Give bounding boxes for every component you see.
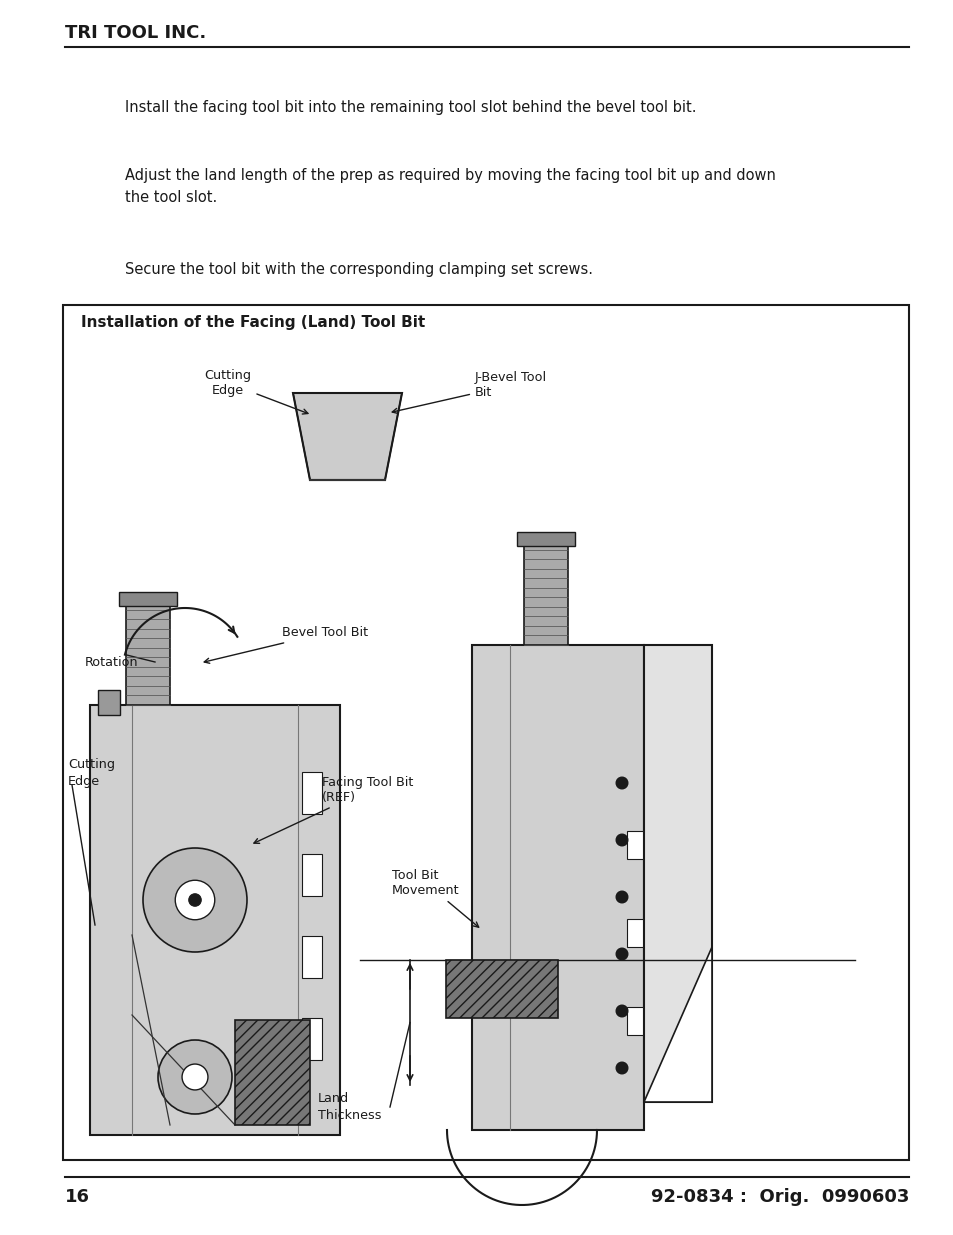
Text: Bevel Tool Bit: Bevel Tool Bit: [204, 626, 368, 663]
Text: Cutting
Edge: Cutting Edge: [68, 758, 115, 788]
Bar: [446, 960, 558, 1018]
Text: J-Bevel Tool
Bit: J-Bevel Tool Bit: [392, 370, 547, 414]
Text: Cutting
Edge: Cutting Edge: [204, 369, 308, 414]
Circle shape: [616, 948, 627, 960]
Bar: [126, 600, 170, 705]
Text: Adjust the land length of the prep as required by moving the facing tool bit up : Adjust the land length of the prep as re…: [125, 168, 775, 205]
Bar: [472, 645, 643, 1130]
Circle shape: [158, 1040, 232, 1114]
Bar: [234, 1020, 310, 1125]
Bar: [119, 592, 177, 606]
Text: 92-0834 :  Orig.  0990603: 92-0834 : Orig. 0990603: [650, 1188, 908, 1207]
Text: Secure the tool bit with the corresponding clamping set screws.: Secure the tool bit with the correspondi…: [125, 262, 593, 277]
Text: 16: 16: [65, 1188, 90, 1207]
Circle shape: [182, 1065, 208, 1091]
Bar: [63, 305, 908, 1160]
Circle shape: [143, 848, 247, 952]
Bar: [90, 705, 339, 1135]
Polygon shape: [293, 393, 401, 480]
Polygon shape: [643, 947, 711, 1102]
Text: Land
Thickness: Land Thickness: [317, 1092, 381, 1123]
Text: Installation of the Facing (Land) Tool Bit: Installation of the Facing (Land) Tool B…: [81, 315, 425, 330]
Circle shape: [616, 777, 627, 789]
Bar: [302, 853, 322, 897]
Bar: [643, 645, 711, 1102]
Bar: [302, 772, 322, 814]
Bar: [626, 1007, 642, 1035]
Circle shape: [616, 1062, 627, 1073]
Bar: [523, 540, 567, 645]
Circle shape: [175, 881, 214, 920]
Bar: [302, 1018, 322, 1060]
Text: Tool Bit
Movement: Tool Bit Movement: [392, 869, 478, 927]
Bar: [626, 919, 642, 947]
Bar: [626, 831, 642, 860]
Bar: [302, 936, 322, 978]
Circle shape: [616, 1005, 627, 1016]
Bar: [517, 532, 575, 546]
Circle shape: [189, 894, 201, 906]
Circle shape: [616, 834, 627, 846]
Text: Rotation: Rotation: [85, 656, 138, 668]
Text: Install the facing tool bit into the remaining tool slot behind the bevel tool b: Install the facing tool bit into the rem…: [125, 100, 696, 115]
Text: Facing Tool Bit
(REF): Facing Tool Bit (REF): [253, 776, 413, 844]
Bar: [98, 690, 120, 715]
Circle shape: [616, 892, 627, 903]
Text: TRI TOOL INC.: TRI TOOL INC.: [65, 23, 206, 42]
